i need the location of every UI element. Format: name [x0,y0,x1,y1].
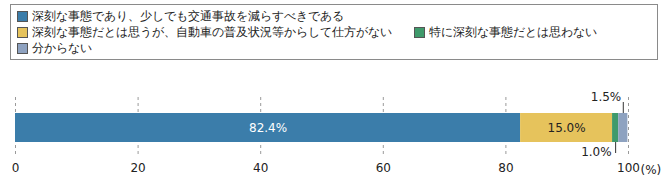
svg-text:20: 20 [130,161,145,175]
html-text:分からない: 分からない [32,41,92,55]
html-text:深刻な事態だとは思うが、自動車の普及状況等からして仕方がない: 深刻な事態だとは思うが、自動車の普及状況等からして仕方がない [32,25,392,39]
html-text:深刻な事態であり、少しでも交通事故を減らすべきである: 深刻な事態であり、少しでも交通事故を減らすべきである [32,9,344,23]
svg-text:40: 40 [253,161,268,175]
svg-text:100: 100 [617,161,640,175]
svg-text:1.5%: 1.5% [591,90,622,104]
svg-text:60: 60 [376,161,391,175]
svg-text:1.0%: 1.0% [581,145,612,159]
svg-text:80: 80 [498,161,513,175]
svg-text:82.4%: 82.4% [249,121,287,135]
svg-text:(%): (%) [641,163,662,177]
svg-text:0: 0 [12,161,20,175]
html-text:特に深刻な事態だとは思わない: 特に深刻な事態だとは思わない [429,25,597,39]
svg-text:15.0%: 15.0% [548,121,586,135]
